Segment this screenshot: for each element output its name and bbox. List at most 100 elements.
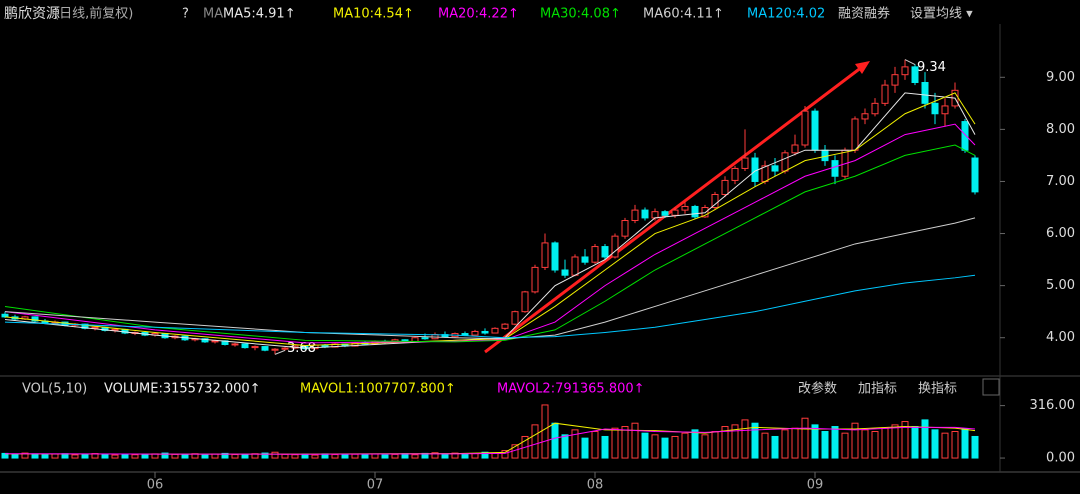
period: (日线,前复权) [54, 6, 133, 22]
volume-bar [111, 454, 119, 459]
volume-bar [241, 454, 249, 459]
candle-body [811, 110, 819, 151]
candle-body [301, 345, 309, 350]
y-tick-label: 316.00 [1030, 398, 1076, 413]
volume-bar [41, 454, 49, 459]
y-tick-label: 9.00 [1046, 70, 1075, 85]
volume-bar [641, 432, 649, 459]
candle-body [241, 343, 249, 349]
candle-body [271, 348, 279, 351]
volume-bar [541, 404, 549, 459]
legend-label: MA30:4.08↑ [540, 7, 621, 22]
ma-line [4, 92, 976, 349]
volume-bar [861, 429, 869, 459]
candle-body [281, 347, 289, 350]
button[interactable]: 改参数 [798, 381, 837, 397]
scroll-box[interactable] [982, 378, 1000, 396]
ma-line [4, 426, 976, 455]
volume-bar [691, 429, 699, 459]
volume-bar [831, 426, 839, 459]
ma-line [4, 144, 976, 343]
volume-bar [381, 454, 389, 459]
volume-bar [181, 454, 189, 459]
volume-label: VOLUME:3155732.000↑ [104, 382, 261, 397]
volume-bar [841, 432, 849, 459]
volume-bar [711, 431, 719, 459]
button[interactable]: 融资融券 [838, 6, 890, 22]
candle-body [1, 313, 9, 318]
button[interactable]: 换指标 [918, 382, 957, 397]
candle-body [871, 102, 879, 115]
candle-body [521, 291, 529, 313]
legend-label: MA10:4.54↑ [333, 7, 414, 22]
volume-bar [551, 422, 559, 459]
volume-bar [601, 435, 609, 459]
volume-bar [591, 431, 599, 459]
candle-body [861, 113, 869, 120]
volume-bar [131, 454, 139, 459]
volume-bar [951, 431, 959, 459]
candle-body [471, 330, 479, 336]
candle-body [681, 205, 689, 211]
volume-bar [921, 419, 929, 459]
candle-body [481, 330, 489, 334]
volume-bar [311, 454, 319, 459]
candle-body [541, 242, 549, 268]
x-tick-label: 06 [147, 478, 164, 493]
candle-body [511, 311, 519, 325]
volume-bar [651, 434, 659, 459]
candle-body [91, 326, 99, 329]
ma-label: MA [203, 7, 223, 22]
volume-bar [1, 452, 9, 459]
volume-bar [611, 427, 619, 459]
volume-bar [761, 432, 769, 459]
candle-body [691, 205, 699, 218]
x-tick-label: 07 [367, 478, 384, 493]
legend-label: MAVOL2:791365.800↑ [497, 382, 645, 397]
volume-bar [961, 428, 969, 459]
legend-label: MAVOL1:1007707.800↑ [300, 382, 456, 397]
volume-bar [141, 453, 149, 459]
candle-body [721, 179, 729, 195]
button[interactable]: 设置均线 ▾ [910, 7, 973, 22]
candle-body [461, 333, 469, 336]
annotation: 9.34 [917, 60, 946, 75]
candle-body [651, 211, 659, 219]
volume-bar [441, 453, 449, 459]
volume-bar [911, 426, 919, 459]
volume-bar [291, 454, 299, 459]
volume-bar [221, 452, 229, 459]
candle-body [571, 256, 579, 276]
volume-bar [561, 434, 569, 459]
candle-body [491, 327, 499, 334]
candle-body [881, 84, 889, 104]
button[interactable]: 加指标 [858, 382, 897, 397]
volume-bar [721, 426, 729, 459]
y-tick-label: 7.00 [1046, 174, 1075, 189]
volume-bar [211, 453, 219, 459]
volume-bar [871, 431, 879, 459]
volume-bar [461, 453, 469, 459]
volume-bar [661, 437, 669, 459]
y-tick-label: 5.00 [1046, 278, 1075, 293]
candle-body [851, 118, 859, 151]
volume-bar [21, 452, 29, 459]
legend-label: MA20:4.22↑ [438, 7, 519, 22]
candle-body [611, 235, 619, 258]
volume-bar [811, 424, 819, 459]
volume-bar [121, 453, 129, 459]
candle-body [621, 220, 629, 237]
ma-line [4, 92, 976, 347]
help[interactable]: ? [182, 7, 189, 22]
candle-body [901, 66, 909, 76]
legend-label: MA60:4.11↑ [643, 7, 724, 22]
volume-bar [731, 424, 739, 459]
candle-body [731, 167, 739, 181]
candle-body [661, 211, 669, 216]
volume-bar [631, 422, 639, 459]
volume-bar [271, 451, 279, 459]
legend-label: MA5:4.91↑ [223, 7, 296, 22]
y-tick-label: 4.00 [1046, 330, 1075, 345]
candle-body [81, 323, 89, 329]
